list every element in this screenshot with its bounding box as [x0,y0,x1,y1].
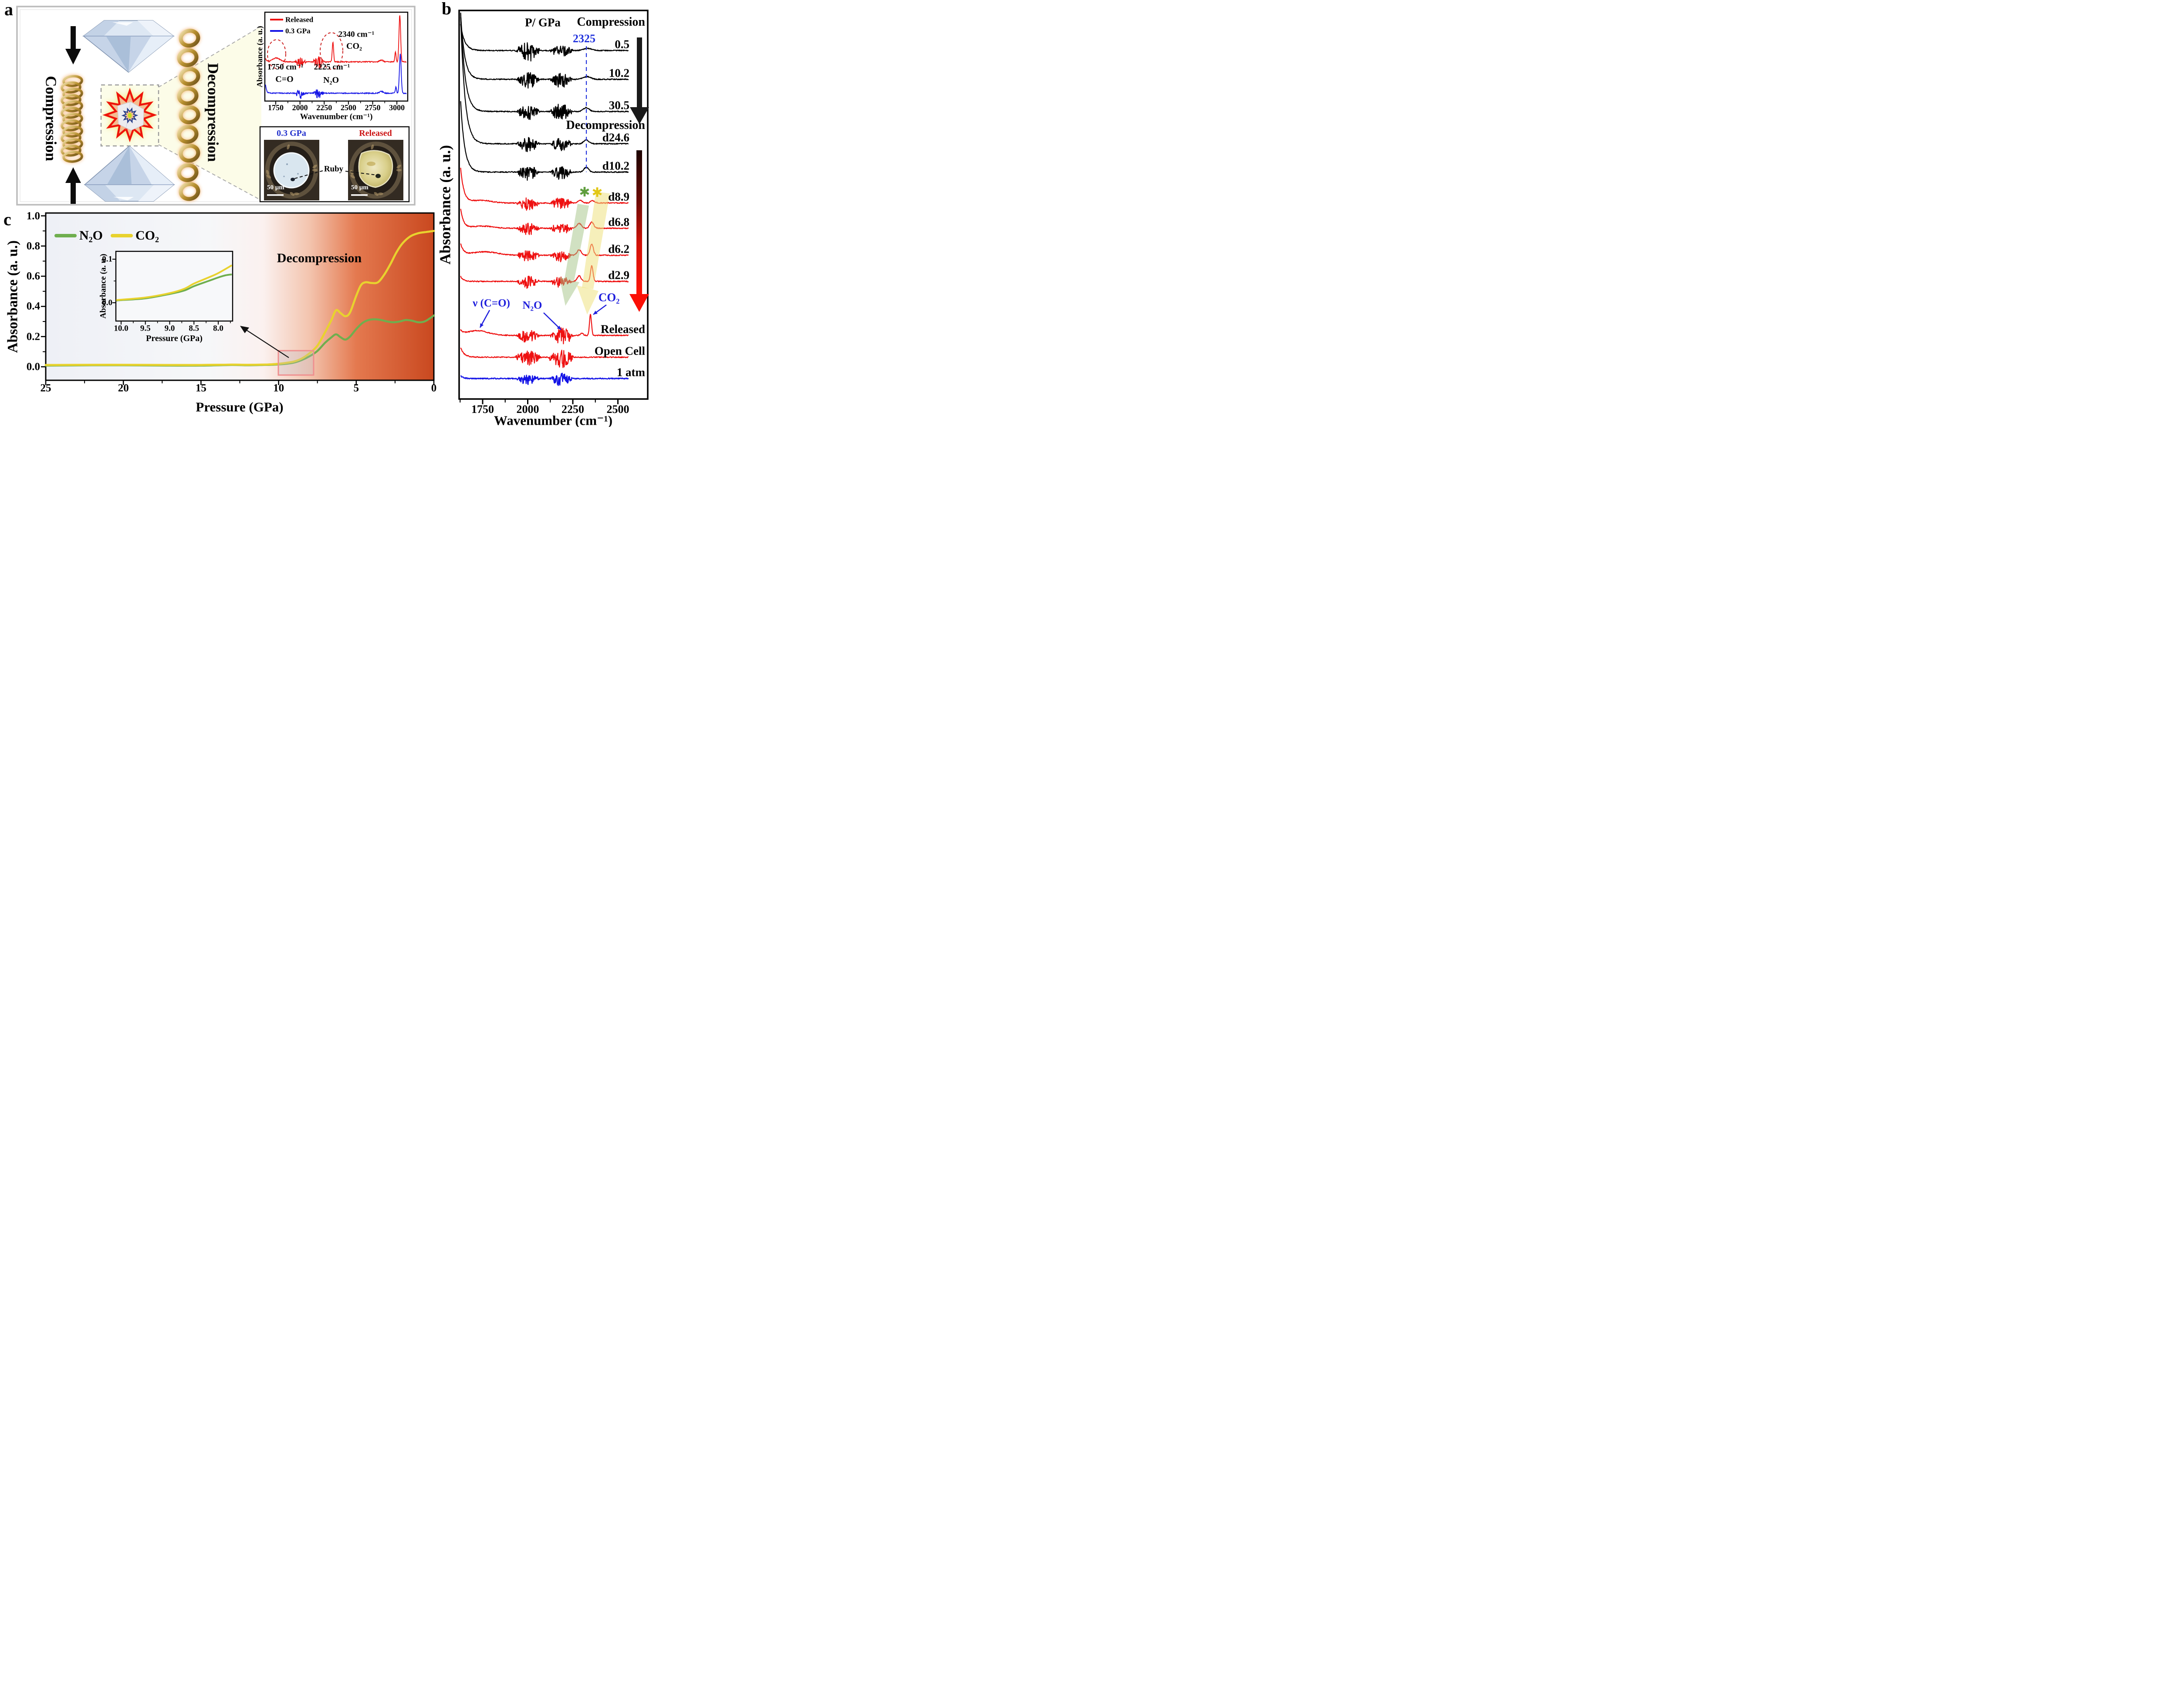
b-curve-label-d24.6: d24.6 [602,131,629,144]
c-legend-co2: CO₂ [135,228,159,243]
b-xtick: 2500 [606,403,629,416]
panel-c-letter: c [3,210,11,229]
a-inset-xlabel: Wavenumber (cm⁻¹) [300,112,373,122]
c-inset-xtick: 9.5 [140,324,151,333]
photo-left-label: 0.3 GPa [277,129,306,138]
c-legend-n2o-swatch [54,234,77,237]
b-curve-label-d6.8: d6.8 [608,215,629,229]
a-inset-ann-2340: 2340 cm⁻¹ [338,30,375,39]
b-marker-2325: 2325 [573,32,595,45]
panel-a-letter: a [4,0,13,19]
c-ytick: 0.0 [26,361,40,373]
a-inset-xtick: 3000 [389,103,405,112]
b-curve-label-0.5: 0.5 [615,37,629,51]
c-ytick: 0.6 [26,270,40,282]
c-xtick: 10 [273,382,284,394]
ruby-label: Ruby [324,164,344,174]
a-inset-legend-03gpa: 0.3 GPa [285,27,311,35]
b-curve-label-1 atm: 1 atm [616,365,645,379]
photo-right-label: Released [359,129,392,138]
b-curve-label-d6.2: d6.2 [608,242,629,256]
c-inset-xlabel: Pressure (GPa) [146,334,203,343]
c-ytick: 0.4 [26,300,40,312]
b-xlabel: Wavenumber (cm⁻¹) [494,413,613,427]
c-region-decompression: Decompression [277,251,362,265]
b-header-compression: Compression [577,15,645,29]
a-inset-xtick: 2750 [365,103,381,112]
a-inset-ann-2225: 2225 cm⁻¹ [314,62,350,72]
c-inset-xtick: 8.5 [189,324,200,333]
b-ann-co2: CO₂ [598,291,620,304]
b-curve-label-d10.2: d10.2 [602,159,629,172]
c-inset-xtick: 8.0 [213,324,223,333]
decompression-label: Decompression [204,63,222,162]
b-ylabel: Absorbance (a. u.) [436,145,454,265]
c-ytick: 1.0 [26,210,40,222]
c-curve-n2o [44,314,435,367]
a-inset-xtick: 1750 [268,103,284,112]
a-inset-ann-n2o: N₂O [323,75,339,85]
b-curve-label-Open Cell: Open Cell [594,344,645,358]
b-ann-n2o: N₂O [522,299,542,311]
b-curve-label-10.2: 10.2 [609,66,629,80]
c-xtick: 25 [40,382,51,394]
b-xtick: 2250 [561,403,584,416]
asterisk-green: ✱ [579,185,590,200]
c-xtick: 15 [195,382,206,394]
c-ytick: 0.2 [26,331,40,343]
b-curve-label-d2.9: d2.9 [608,268,629,282]
b-curve-label-d8.9: d8.9 [608,190,629,203]
n2o-trend-arrow [565,204,589,281]
b-spectrum-0.5 [460,24,629,62]
c-ylabel: Absorbance (a. u.) [5,240,21,353]
a-inset-xtick: 2250 [316,103,332,112]
scalebar-label-left: 50 μm [267,184,284,191]
b-spectrum-1 atm [460,372,629,386]
b-spectrum-d2.9 [460,265,629,289]
c-xtick: 0 [431,382,437,394]
c-xtick: 20 [118,382,129,394]
b-spectrum-d6.2 [460,243,629,263]
a-inset-xtick: 2500 [340,103,356,112]
b-ann-co: ν (C=O) [473,297,510,309]
a-inset-ann-co: C=O [275,74,294,84]
a-inset-xtick: 2000 [292,103,308,112]
c-inset-xtick: 9.0 [164,324,175,333]
c-legend-co2-swatch [111,234,133,237]
a-inset-ylabel: Absorbance (a. u.) [255,26,264,88]
c-ytick: 0.8 [26,240,40,252]
scalebar-label-right: 50 μm [351,184,369,191]
a-inset-legend-released: Released [285,15,314,24]
b-header-pressure: P/ GPa [525,16,561,29]
a-inset-ann-1750: 1750 cm⁻¹ [267,62,304,72]
c-legend-n2o: N₂O [79,228,103,243]
c-inset-ytick: 0.1 [102,254,112,264]
asterisk-yellow: ✱ [592,185,603,200]
c-inset-ytick: 0.0 [102,298,112,308]
figure: a b c Compression Decompression Released… [0,0,664,427]
c-xtick: 5 [353,382,359,394]
c-inset-xtick: 10.0 [114,324,129,333]
b-spectrum-d6.8 [460,209,629,235]
co2-trend-arrow [582,192,610,289]
b-curve-label-30.5: 30.5 [609,98,629,112]
b-xtick: 1750 [471,403,494,416]
b-xtick: 2000 [516,403,539,416]
b-spectrum-d8.9 [460,168,629,211]
panel-b-letter: b [442,0,452,18]
b-header-decompression: Decompression [566,118,645,132]
b-curve-label-Released: Released [601,322,645,336]
c-xlabel: Pressure (GPa) [196,399,284,415]
compression-label: Compression [42,76,60,161]
a-inset-ann-co2: CO₂ [346,41,362,51]
